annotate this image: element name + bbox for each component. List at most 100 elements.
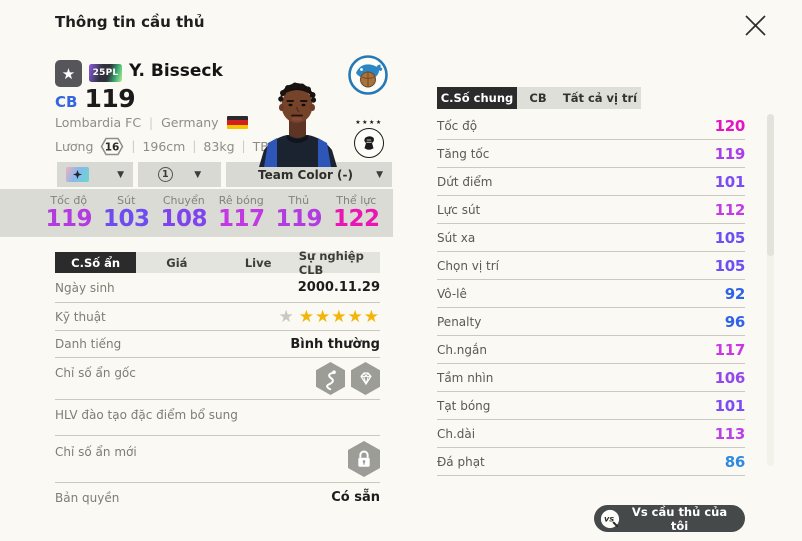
stat-label: Tạt bóng [437, 398, 491, 413]
main-stats-band: Tốc độ 119 Sút 103 Chuyển 108 Rê bóng 11… [0, 189, 393, 237]
stat-row: Lực sút 112 [437, 196, 745, 224]
band-stat: Chuyển 108 [155, 194, 213, 232]
coach-traits-label: HLV đào tạo đặc điểm bổ sung [55, 408, 238, 422]
birth-date-label: Ngày sinh [55, 280, 115, 295]
stat-value: 101 [714, 172, 746, 191]
coach-traits-row: HLV đào tạo đặc điểm bổ sung [55, 400, 380, 436]
band-stat-label: Rê bóng [218, 194, 264, 207]
stats-scrollbar [767, 114, 774, 466]
birth-date-row: Ngày sinh 2000.11.29 [55, 273, 380, 303]
band-stat-label: Chuyển [162, 194, 205, 207]
tab-club-career[interactable]: Sự nghiệp CLB [298, 248, 364, 277]
weight-value: 83kg [203, 138, 235, 154]
scrollbar-thumb[interactable] [767, 114, 774, 256]
stat-label: Tầm nhìn [437, 370, 494, 385]
vs-search-icon: vs [600, 509, 620, 528]
stat-value: 106 [714, 368, 746, 387]
stat-label: Sút xa [437, 230, 476, 245]
page-title: Thông tin cầu thủ [55, 13, 205, 31]
stat-value: 105 [714, 228, 746, 247]
diamond-trait-icon [351, 362, 380, 395]
stat-value: 113 [714, 424, 746, 443]
tab-price[interactable]: Giá [166, 255, 188, 270]
nation-team-logo: ★★★★ [349, 119, 389, 158]
license-value: Có sẵn [331, 490, 380, 505]
stat-label: Lực sút [437, 202, 481, 217]
stat-row: Ch.dài 113 [437, 420, 745, 448]
position-overall: CB 119 [55, 84, 136, 113]
card-grade-dropdown[interactable]: ▼ [57, 162, 133, 187]
tab-general-stats[interactable]: C.Số chung [437, 87, 517, 109]
position-label: CB [55, 93, 78, 111]
stat-row: Chọn vị trí 105 [437, 252, 745, 280]
stat-label: Vô-lê [437, 286, 467, 301]
salary-hexagon-badge: 16 [101, 137, 124, 155]
hidden-info-list: Ngày sinh 2000.11.29 Kỹ thuật ★ ★★★★★ Dan… [55, 273, 380, 512]
band-stat-label: Tốc độ [50, 194, 88, 207]
hidden-base-label: Chỉ số ẩn gốc [55, 366, 136, 380]
stat-label: Chọn vị trí [437, 258, 499, 273]
stat-value: 119 [714, 144, 746, 163]
chevron-down-icon: ▼ [194, 169, 202, 180]
fame-label: Danh tiếng [55, 337, 122, 351]
band-stat: Thể lực 122 [328, 194, 386, 232]
left-tab-bar: C.Số ẩn Giá Live Sự nghiệp CLB [55, 248, 380, 277]
close-button[interactable] [738, 8, 772, 42]
stat-label: Penalty [437, 314, 482, 329]
separator: | [131, 139, 136, 153]
stat-value: 105 [714, 256, 746, 275]
salary-value: 16 [105, 141, 120, 153]
salary-label: Lương [55, 138, 94, 154]
star-inactive-icon: ★ [278, 306, 294, 327]
band-stat-label: Thủ [288, 194, 310, 207]
detail-stats-list: Tốc độ 120 Tăng tốc 119 Dứt điểm 101 Lực… [437, 112, 745, 476]
fame-row: Danh tiếng Bình thường [55, 331, 380, 358]
hidden-new-label: Chỉ số ẩn mới [55, 445, 137, 459]
stat-value: 96 [724, 312, 746, 331]
stat-row: Dứt điểm 101 [437, 168, 745, 196]
license-label: Bản quyền [55, 490, 120, 505]
tab-cb-stats[interactable]: CB [529, 91, 547, 105]
star-badge-icon: ★ [55, 60, 82, 87]
germany-flag-icon [226, 116, 248, 129]
band-stat-value: 108 [160, 206, 207, 232]
skill-moves-row: Kỹ thuật ★ ★★★★★ [55, 303, 380, 331]
compare-vs-my-player-button[interactable]: vs Vs cầu thủ của tôi [594, 505, 745, 533]
team-color-label: Team Color (-) [258, 167, 354, 182]
tab-live[interactable]: Live [244, 255, 272, 270]
band-stat-value: 117 [217, 206, 265, 232]
player-name: Y. Bisseck [129, 61, 223, 81]
band-stat: Sút 103 [98, 194, 156, 232]
season-badge-label: 25PL [92, 68, 119, 78]
band-stat: Thủ 119 [270, 194, 328, 232]
nation-name: Germany [161, 115, 219, 130]
stat-label: Dứt điểm [437, 174, 493, 189]
player-portrait [251, 76, 344, 171]
stat-label: Đá phạt [437, 454, 485, 469]
band-stat: Rê bóng 117 [213, 194, 271, 232]
stat-value: 117 [714, 340, 746, 359]
hidden-base-stat-row: Chỉ số ẩn gốc [55, 358, 380, 400]
stat-label: Ch.ngắn [437, 342, 487, 357]
nation-crest-icon [354, 128, 384, 158]
band-stat-value: 103 [102, 206, 150, 232]
star-glyph: ★ [61, 64, 76, 83]
tab-all-positions[interactable]: Tất cả vị trí [562, 91, 638, 105]
stat-row: Tăng tốc 119 [437, 140, 745, 168]
band-stat-value: 119 [45, 206, 92, 232]
stat-row: Đá phạt 86 [437, 448, 745, 476]
stat-row: Penalty 96 [437, 308, 745, 336]
upgrade-level-dropdown[interactable]: 1 ▼ [138, 162, 221, 187]
height-value: 196cm [142, 138, 186, 154]
stat-value: 92 [724, 284, 746, 303]
stat-row: Tạt bóng 101 [437, 392, 745, 420]
chevron-down-icon: ▼ [117, 169, 124, 180]
band-stat-label: Sút [117, 194, 136, 207]
level-one-icon: 1 [157, 167, 173, 182]
stat-label: Tăng tốc [437, 146, 490, 161]
svg-text:vs: vs [604, 513, 614, 523]
right-tab-bar: C.Số chung CB Tất cả vị trí [437, 87, 641, 109]
hidden-base-icons [316, 362, 380, 395]
tab-hidden-stats[interactable]: C.Số ẩn [55, 252, 137, 273]
